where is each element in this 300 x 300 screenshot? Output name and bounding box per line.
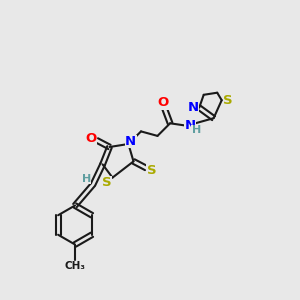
- Text: N: N: [188, 101, 199, 114]
- Text: N: N: [125, 135, 136, 148]
- Text: S: S: [102, 176, 112, 190]
- Text: S: S: [223, 94, 232, 107]
- Text: H: H: [82, 174, 91, 184]
- Text: O: O: [86, 131, 97, 145]
- Text: CH₃: CH₃: [64, 261, 86, 271]
- Text: O: O: [158, 96, 169, 110]
- Text: H: H: [192, 125, 201, 135]
- Text: N: N: [184, 118, 196, 132]
- Text: S: S: [147, 164, 156, 177]
